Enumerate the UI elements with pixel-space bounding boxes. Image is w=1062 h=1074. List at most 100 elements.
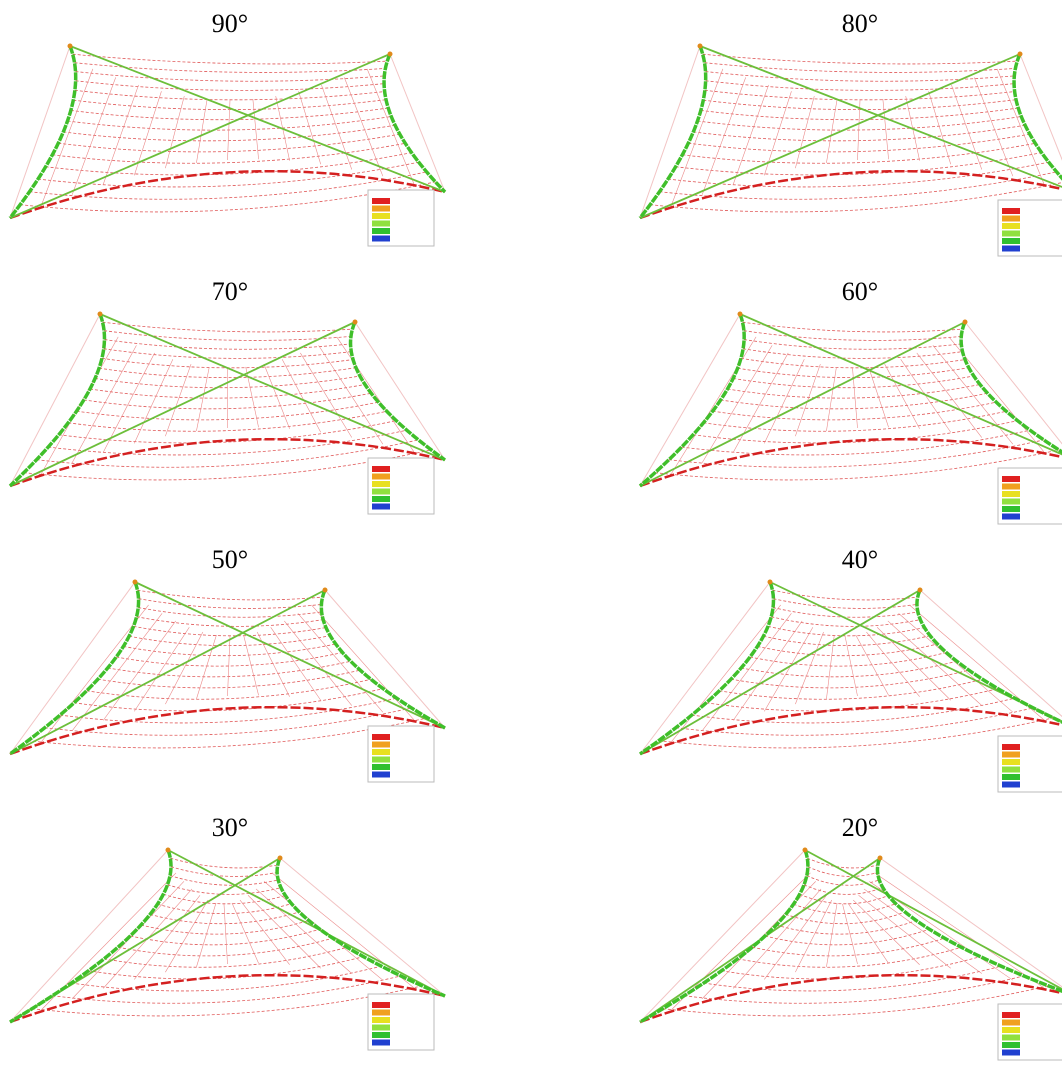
mesh-line xyxy=(706,689,998,711)
mesh-line xyxy=(693,125,1025,141)
mesh-line xyxy=(703,411,1006,431)
mesh-line xyxy=(776,921,916,935)
cable xyxy=(10,46,70,218)
strut xyxy=(640,322,965,486)
mesh-line xyxy=(137,617,324,627)
legend-swatch xyxy=(372,1010,390,1016)
mesh-line xyxy=(703,54,1018,64)
figure: 90°80°70°60°50°40°30°20° xyxy=(0,0,1062,1074)
node xyxy=(323,588,328,593)
legend-swatch xyxy=(372,213,390,219)
mesh-line xyxy=(733,889,821,988)
panel-label: 70° xyxy=(212,277,248,306)
mesh-line xyxy=(165,96,184,168)
legend-swatch xyxy=(372,481,390,487)
legend-swatch xyxy=(372,221,390,227)
node xyxy=(68,44,73,49)
mesh-line xyxy=(773,608,918,618)
arch xyxy=(10,314,104,486)
strut xyxy=(10,54,390,218)
legend-swatch xyxy=(1002,476,1020,482)
mesh-line xyxy=(826,367,836,431)
strut xyxy=(10,590,325,754)
mesh-line xyxy=(103,621,175,720)
panel-label: 80° xyxy=(842,9,878,38)
legend-swatch xyxy=(372,1040,390,1046)
cable xyxy=(640,582,770,754)
mesh-line xyxy=(853,900,919,965)
node xyxy=(353,320,358,325)
panel: 70° xyxy=(10,277,445,514)
legend-swatch xyxy=(1002,1050,1020,1056)
mesh-line xyxy=(795,96,814,168)
panel-label: 60° xyxy=(842,277,878,306)
mesh-line xyxy=(888,621,982,706)
mesh-line xyxy=(808,867,878,877)
mesh-line xyxy=(682,143,1035,163)
mesh-line xyxy=(768,626,924,636)
legend-swatch xyxy=(372,1032,390,1038)
node xyxy=(738,312,743,317)
legend-swatch xyxy=(1002,774,1020,780)
mesh-line xyxy=(743,322,963,332)
mesh-line xyxy=(721,393,988,409)
legend-swatch xyxy=(372,489,390,495)
panel-label: 30° xyxy=(212,813,248,842)
mesh-line xyxy=(795,900,831,972)
legend-swatch xyxy=(372,1002,390,1008)
mesh-line xyxy=(137,590,322,600)
cable xyxy=(390,54,445,192)
mesh-line xyxy=(299,91,321,164)
node xyxy=(768,580,773,585)
legend-swatch xyxy=(372,764,390,770)
legend-swatch xyxy=(1002,1027,1020,1033)
mesh-line xyxy=(75,63,386,73)
panel-label: 40° xyxy=(842,545,878,574)
legend-swatch xyxy=(372,206,390,212)
legend-swatch xyxy=(372,198,390,204)
legend-swatch xyxy=(1002,1035,1020,1041)
node xyxy=(963,320,968,325)
mesh-line xyxy=(744,331,961,341)
mesh-line xyxy=(98,670,360,688)
legend-swatch xyxy=(1002,1012,1020,1018)
mesh-line xyxy=(764,895,826,979)
mesh-line xyxy=(705,63,1016,73)
arch xyxy=(961,322,1062,460)
mesh-line xyxy=(795,364,820,436)
mesh-line xyxy=(264,364,290,429)
node xyxy=(166,848,171,853)
mesh-line xyxy=(875,873,1044,988)
arch xyxy=(877,858,1062,996)
legend-swatch xyxy=(1002,246,1020,252)
mesh-line xyxy=(951,85,981,170)
mesh-line xyxy=(750,653,946,667)
legend-swatch xyxy=(372,772,390,778)
node xyxy=(918,588,923,593)
strut xyxy=(640,590,920,754)
mesh-line xyxy=(997,69,1044,184)
legend-swatch xyxy=(372,1017,390,1023)
legend-swatch xyxy=(372,749,390,755)
strut xyxy=(168,850,445,996)
mesh-line xyxy=(171,867,277,877)
mesh-line xyxy=(693,421,1017,443)
mesh-line xyxy=(668,162,1049,187)
mesh-line xyxy=(702,613,791,730)
mesh-line xyxy=(196,367,209,431)
panel: 30° xyxy=(10,813,445,1050)
mesh-line xyxy=(256,889,352,974)
legend-swatch xyxy=(1002,759,1020,765)
strut xyxy=(640,54,1020,218)
mesh-line xyxy=(311,605,414,720)
legend-swatch xyxy=(1002,514,1020,520)
strut xyxy=(135,582,445,728)
legend-swatch xyxy=(372,734,390,740)
mesh-line xyxy=(165,900,208,972)
mesh-line xyxy=(713,402,997,420)
mesh-line xyxy=(705,90,1015,100)
mesh-line xyxy=(706,81,1014,91)
mesh-line xyxy=(196,99,207,163)
legend-swatch xyxy=(372,504,390,510)
mesh-line xyxy=(87,679,371,699)
